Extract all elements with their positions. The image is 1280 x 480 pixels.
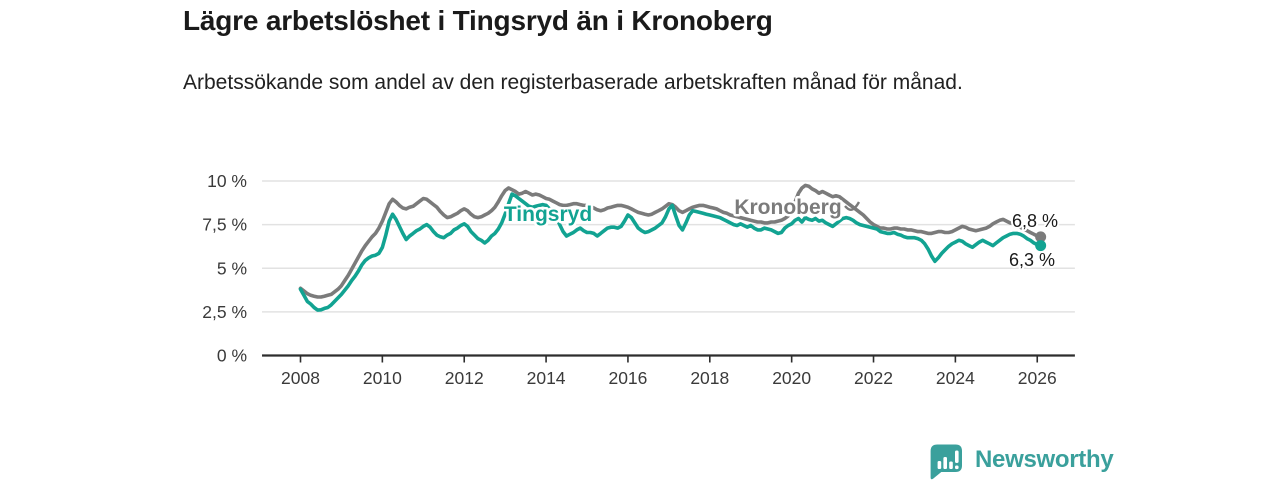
x-tick-label: 2012 [445, 368, 484, 388]
series-label-tingsryd: Tingsryd [504, 203, 592, 226]
line-tingsryd [298, 192, 1043, 312]
bar-1 [937, 461, 942, 469]
x-tick-label: 2020 [772, 368, 811, 388]
y-tick-label: 5 % [217, 258, 247, 278]
y-tick-label: 10 % [207, 171, 247, 191]
x-tick-label: 2024 [936, 368, 975, 388]
x-tick-label: 2010 [363, 368, 402, 388]
x-tick-label: 2022 [854, 368, 893, 388]
x-tick-label: 2016 [608, 368, 647, 388]
end-value-label-tingsryd: 6,3 % [1009, 250, 1055, 270]
chart-subtitle: Arbetssökande som andel av den registerb… [183, 71, 963, 94]
x-axis-labels: 2008 2010 2012 2014 2016 2018 2020 2022 2024 2026 [281, 368, 1057, 388]
y-axis-labels: 0 % 2,5 % 5 % 7,5 % 10 % [202, 171, 247, 366]
kronoberg-label-leader [844, 201, 861, 211]
bar-2 [943, 457, 947, 469]
series-label-kronoberg: Kronoberg [734, 196, 841, 219]
y-tick-label: 7,5 % [202, 215, 247, 235]
x-tick-label: 2026 [1018, 368, 1057, 388]
end-dot-kronoberg [1035, 231, 1047, 243]
x-tick-label: 2018 [690, 368, 729, 388]
newsworthy-branding: Newsworthy [930, 444, 1114, 480]
x-tick-label: 2014 [527, 368, 566, 388]
exclamation-dot [955, 465, 959, 470]
line-kronoberg [298, 183, 1043, 299]
series-lines [298, 183, 1043, 312]
y-tick-label: 0 % [217, 346, 247, 366]
brand-wordmark: Newsworthy [975, 446, 1114, 473]
exclamation-bar [955, 450, 959, 463]
x-tick-label: 2008 [281, 368, 320, 388]
series-end-dots [1035, 231, 1047, 252]
x-axis [262, 354, 1075, 363]
bar-chart-speech-bubble-icon [930, 444, 962, 480]
y-tick-label: 2,5 % [202, 302, 247, 322]
page-title: Lägre arbetslöshet i Tingsryd än i Krono… [183, 5, 773, 36]
end-value-label-kronoberg: 6,8 % [1012, 211, 1058, 231]
end-dot-tingsryd [1035, 240, 1047, 252]
bar-3 [949, 461, 953, 469]
